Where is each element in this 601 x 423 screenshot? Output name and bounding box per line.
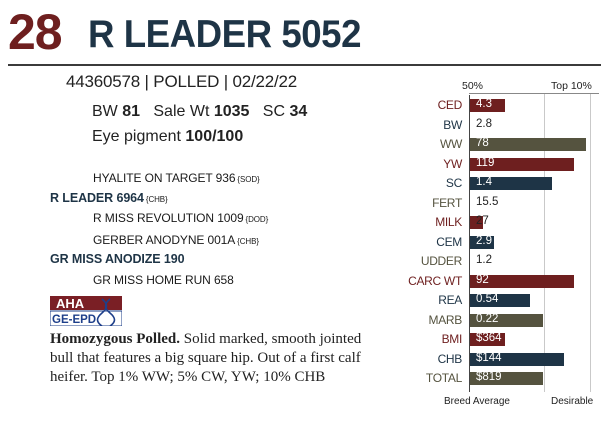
aha-ge-epd-logo: AHA GE-EPD bbox=[50, 296, 122, 326]
logo-bottom-text: GE-EPD bbox=[52, 314, 96, 326]
bw-value: 81 bbox=[122, 103, 141, 120]
epd-label-bmi: BMI bbox=[441, 332, 463, 346]
epd-bar-cem bbox=[470, 235, 494, 249]
epd-label-milk: MILK bbox=[435, 215, 462, 229]
epd-bar-total bbox=[470, 372, 543, 385]
epd-label-sc: SC bbox=[445, 176, 462, 190]
epd-value-marb: 0.22 bbox=[476, 312, 499, 325]
eye-pigment-label: Eye pigment bbox=[92, 128, 181, 145]
pedigree-dam: GR MISS ANODIZE 190 bbox=[50, 252, 185, 266]
pedigree-dam-dam: GR MISS HOME RUN 658 bbox=[93, 273, 234, 287]
pedigree-tag: {CHB} bbox=[145, 195, 168, 204]
epd-bar-chb bbox=[470, 352, 564, 366]
pedigree-tag: {DOD} bbox=[245, 215, 269, 224]
pedigree-dam-sire: GERBER ANODYNE 001A {CHB} bbox=[93, 233, 259, 247]
epd-bar-bmi bbox=[470, 333, 505, 346]
bw-label: BW bbox=[92, 103, 118, 120]
sale-wt-value: 1035 bbox=[213, 103, 250, 120]
chart-head-top10: Top 10% bbox=[551, 80, 592, 92]
epd-label-cem: CEM bbox=[436, 234, 462, 249]
pedigree-sire-dam: R MISS REVOLUTION 1009 {DOD} bbox=[93, 211, 268, 225]
description-body: Solid marked, smooth jointed bull that f… bbox=[50, 331, 362, 385]
stats-line-1: BW 81 Sale Wt 1035 SC 34 bbox=[92, 103, 307, 121]
epd-label-rea: REA bbox=[438, 293, 462, 307]
chart-foot-desirable: Desirable bbox=[551, 396, 594, 407]
description-lead: Homozygous Polled. bbox=[50, 331, 180, 347]
chart-gridline bbox=[590, 94, 591, 392]
epd-value-bw: 2.8 bbox=[476, 117, 492, 130]
chart-gridline bbox=[544, 94, 545, 392]
pedigree-name: HYALITE ON TARGET 936 bbox=[93, 171, 236, 185]
epd-value-fert: 15.5 bbox=[476, 195, 499, 208]
lot-number: 28 bbox=[8, 4, 63, 60]
chart-head-50: 50% bbox=[462, 80, 484, 92]
epd-bar-yw bbox=[470, 157, 574, 171]
bull-description: Homozygous Polled. Solid marked, smooth … bbox=[50, 330, 380, 387]
epd-label-fert: FERT bbox=[432, 195, 462, 210]
epd-bar-ww bbox=[470, 138, 586, 151]
epd-label-udder: UDDER bbox=[420, 254, 462, 268]
epd-value-chb: $144 bbox=[476, 351, 502, 364]
pedigree-name: R MISS REVOLUTION 1009 bbox=[93, 211, 244, 225]
epd-value-sc: 1.4 bbox=[476, 176, 492, 188]
epd-bar-milk bbox=[470, 216, 483, 229]
epd-value-total: $819 bbox=[476, 371, 502, 383]
epd-bar-carc-wt bbox=[470, 274, 574, 288]
sc-value: 34 bbox=[289, 103, 308, 120]
stats-line-2: Eye pigment 100/100 bbox=[92, 128, 243, 146]
pedigree-tag: {CHB} bbox=[237, 237, 259, 246]
pedigree-sire: R LEADER 6964 {CHB} bbox=[50, 191, 168, 205]
epd-bar-ced bbox=[470, 99, 505, 112]
eye-pigment-value: 100/100 bbox=[185, 128, 244, 145]
chart-area bbox=[469, 95, 596, 392]
epd-value-cem: 2.9 bbox=[476, 234, 492, 247]
epd-bar-sc bbox=[470, 177, 552, 190]
epd-bar-rea bbox=[470, 294, 530, 307]
epd-value-milk: 27 bbox=[476, 215, 489, 227]
registration-line: 44360578 | POLLED | 02/22/22 bbox=[66, 72, 298, 91]
epd-label-total: TOTAL bbox=[425, 371, 462, 385]
epd-label-carc-wt: CARC WT bbox=[408, 273, 462, 288]
chart-top-line bbox=[469, 93, 599, 94]
epd-value-bmi: $364 bbox=[476, 332, 502, 344]
epd-label-ced: CED bbox=[437, 98, 463, 112]
logo-top-text: AHA bbox=[56, 296, 85, 311]
epd-label-bw: BW bbox=[443, 117, 462, 132]
pedigree-name: GERBER ANODYNE 001A bbox=[93, 233, 236, 247]
epd-value-udder: 1.2 bbox=[476, 254, 492, 266]
epd-value-rea: 0.54 bbox=[476, 293, 499, 305]
epd-label-ww: WW bbox=[439, 137, 462, 151]
pedigree-tag: {SOD} bbox=[237, 175, 260, 184]
epd-bar-marb bbox=[470, 313, 543, 327]
pedigree-name: R LEADER 6964 bbox=[50, 191, 144, 205]
epd-value-ced: 4.3 bbox=[476, 98, 492, 110]
chart-foot-breed-average: Breed Average bbox=[444, 396, 510, 407]
epd-value-ww: 78 bbox=[476, 137, 489, 149]
pedigree-sire-sire: HYALITE ON TARGET 936 {SOD} bbox=[93, 171, 260, 185]
epd-value-yw: 119 bbox=[476, 156, 495, 169]
epd-label-marb: MARB bbox=[428, 312, 463, 327]
epd-label-yw: YW bbox=[443, 156, 462, 171]
epd-value-carc-wt: 92 bbox=[476, 273, 489, 286]
epd-label-chb: CHB bbox=[437, 351, 463, 366]
header-divider bbox=[8, 64, 601, 66]
sale-wt-label: Sale Wt bbox=[153, 103, 210, 120]
sc-label: SC bbox=[262, 103, 286, 120]
bull-name: R LEADER 5052 bbox=[88, 13, 362, 56]
